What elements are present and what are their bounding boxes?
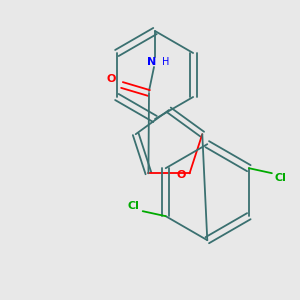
Text: N: N <box>147 57 157 67</box>
Text: O: O <box>177 170 186 180</box>
Text: Cl: Cl <box>275 173 287 183</box>
Text: O: O <box>106 74 116 84</box>
Text: Cl: Cl <box>128 201 140 211</box>
Text: H: H <box>162 57 170 67</box>
